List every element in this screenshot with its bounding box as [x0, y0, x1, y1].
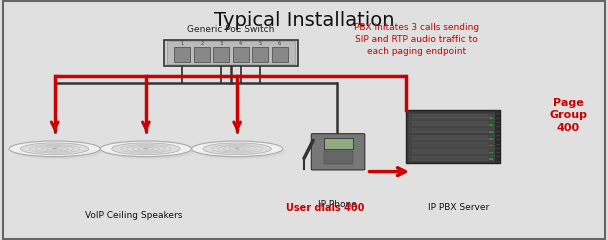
FancyBboxPatch shape [272, 47, 288, 62]
FancyBboxPatch shape [489, 131, 494, 133]
Ellipse shape [103, 143, 195, 159]
FancyBboxPatch shape [409, 155, 497, 161]
FancyBboxPatch shape [489, 145, 494, 146]
FancyBboxPatch shape [495, 110, 500, 163]
FancyBboxPatch shape [406, 110, 500, 163]
FancyBboxPatch shape [409, 141, 497, 147]
Ellipse shape [12, 143, 103, 159]
FancyBboxPatch shape [213, 47, 229, 62]
FancyBboxPatch shape [311, 134, 365, 170]
Ellipse shape [52, 148, 57, 149]
FancyBboxPatch shape [409, 114, 497, 120]
FancyBboxPatch shape [167, 41, 295, 64]
Text: 6: 6 [278, 41, 282, 46]
FancyBboxPatch shape [164, 40, 298, 66]
FancyBboxPatch shape [324, 151, 353, 164]
Text: IP PBX Server: IP PBX Server [429, 203, 489, 212]
FancyBboxPatch shape [489, 117, 494, 119]
FancyBboxPatch shape [233, 47, 249, 62]
Ellipse shape [203, 143, 271, 155]
FancyBboxPatch shape [409, 128, 497, 133]
Text: 3: 3 [219, 41, 223, 46]
Ellipse shape [143, 148, 148, 149]
Ellipse shape [195, 143, 286, 159]
Text: 5: 5 [258, 41, 262, 46]
Text: IP Phone: IP Phone [318, 200, 357, 209]
Text: 1: 1 [181, 41, 184, 46]
FancyBboxPatch shape [409, 148, 497, 154]
Ellipse shape [100, 141, 192, 157]
FancyBboxPatch shape [194, 47, 210, 62]
FancyBboxPatch shape [252, 47, 268, 62]
Text: PBX initates 3 calls sending
SIP and RTP audio traffic to
each paging endpoint: PBX initates 3 calls sending SIP and RTP… [354, 23, 479, 56]
FancyBboxPatch shape [409, 121, 497, 126]
FancyBboxPatch shape [489, 151, 494, 153]
Text: User dials 400: User dials 400 [286, 203, 364, 213]
Text: Page
Group
400: Page Group 400 [550, 98, 587, 132]
Text: 2: 2 [200, 41, 204, 46]
Text: VoIP Ceiling Speakers: VoIP Ceiling Speakers [85, 211, 182, 221]
FancyBboxPatch shape [489, 158, 494, 160]
FancyBboxPatch shape [174, 47, 190, 62]
Ellipse shape [192, 141, 283, 157]
FancyBboxPatch shape [409, 135, 497, 140]
Ellipse shape [112, 143, 180, 155]
Text: 4: 4 [239, 41, 243, 46]
Ellipse shape [235, 148, 240, 149]
Ellipse shape [21, 143, 89, 155]
FancyBboxPatch shape [324, 138, 353, 149]
FancyBboxPatch shape [489, 124, 494, 126]
Ellipse shape [9, 141, 100, 157]
FancyBboxPatch shape [489, 138, 494, 139]
Text: Generic PoE Switch: Generic PoE Switch [187, 24, 275, 34]
Text: Typical Installation: Typical Installation [214, 11, 394, 30]
